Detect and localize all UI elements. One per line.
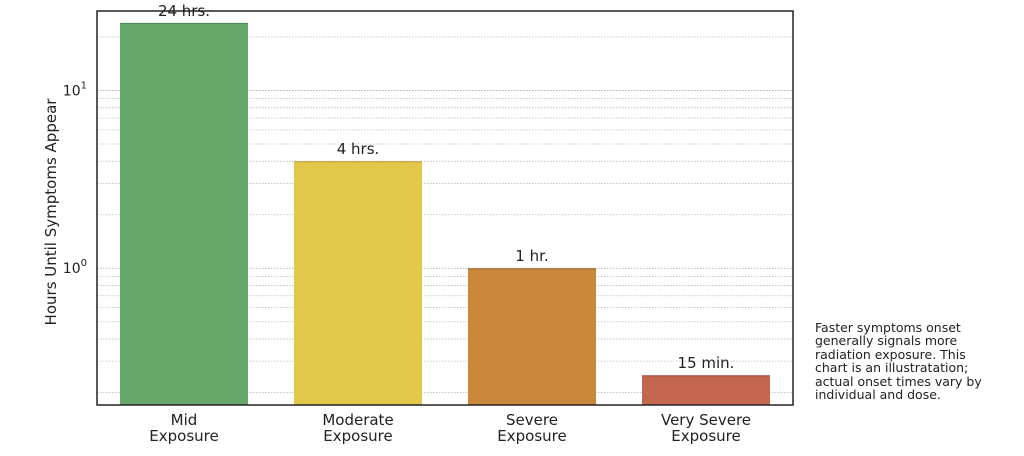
note-line: radiation exposure. This xyxy=(815,346,966,362)
bar xyxy=(294,161,422,405)
x-tick-label: Mid xyxy=(171,411,198,429)
y-axis-label: Hours Until Symptoms Appear xyxy=(42,98,60,326)
data-label: 24 hrs. xyxy=(158,2,210,20)
x-tick-label: Exposure xyxy=(323,427,392,445)
x-tick-label: Very Severe xyxy=(661,411,751,429)
note-line: actual onset times vary by xyxy=(815,373,982,389)
note-line: generally signals more xyxy=(815,333,958,349)
data-label: 15 min. xyxy=(678,354,735,372)
x-tick-label: Severe xyxy=(506,411,558,429)
bars xyxy=(120,22,770,405)
bar xyxy=(120,22,248,405)
y-tick-label: 100 xyxy=(63,258,87,277)
x-tick-label: Exposure xyxy=(671,427,740,445)
note-line: chart is an illustratation; xyxy=(815,360,969,376)
x-tick-label: Moderate xyxy=(322,411,393,429)
data-label: 4 hrs. xyxy=(337,140,380,158)
y-tick-labels: 100 101 xyxy=(63,80,87,277)
bar xyxy=(642,375,770,405)
data-label: 1 hr. xyxy=(515,247,548,265)
note-line: Faster symptoms onset xyxy=(815,320,961,335)
data-labels: 24 hrs. 4 hrs. 1 hr. 15 min. xyxy=(158,2,735,372)
note-line: individual and dose. xyxy=(815,387,941,403)
plot-frame xyxy=(96,10,794,406)
y-tick-label: 101 xyxy=(63,80,87,99)
grid-lines xyxy=(97,36,793,393)
x-tick-label: Exposure xyxy=(149,427,218,445)
x-tick-labels: MidExposureModerateExposureSevereExposur… xyxy=(149,411,751,445)
bar xyxy=(468,268,596,405)
annotation-note: Faster symptoms onset generally signals … xyxy=(815,320,1015,403)
x-tick-label: Exposure xyxy=(497,427,566,445)
